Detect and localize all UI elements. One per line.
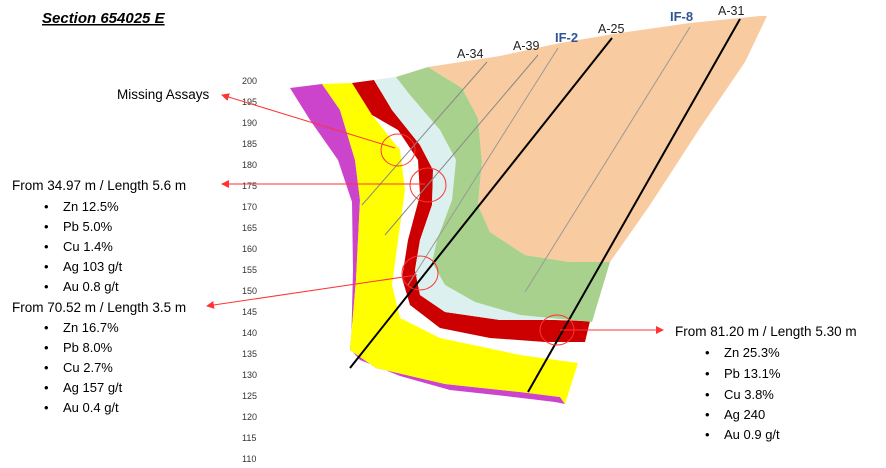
assay-callout-2: From 70.52 m / Length 3.5 m • Zn 16.7% •… — [12, 300, 186, 415]
assay-item: Pb 5.0% — [63, 219, 113, 234]
drillhole-label-if2: IF-2 — [555, 30, 578, 45]
drillhole-label-a25: A-25 — [598, 22, 624, 36]
bullet-dot: • — [44, 340, 49, 355]
leader-lines — [206, 93, 664, 334]
drillhole-label-a39: A-39 — [513, 39, 539, 53]
bullet-dot: • — [44, 259, 49, 274]
green-unit — [396, 67, 610, 322]
drill-trace-a34 — [361, 61, 488, 206]
elevation-label: 145 — [242, 307, 257, 317]
leader-callout-2 — [206, 274, 418, 309]
bullet-dot: • — [44, 360, 49, 375]
elevation-label: 120 — [242, 412, 257, 422]
bullet-dot: • — [705, 387, 710, 402]
elevation-label: 175 — [242, 181, 257, 191]
bullet-dot: • — [44, 320, 49, 335]
bullet-dot: • — [705, 345, 710, 360]
bullet-dot: • — [44, 400, 49, 415]
assay-item: Cu 2.7% — [63, 360, 113, 375]
bullet-dot: • — [44, 380, 49, 395]
assay-item: Zn 25.3% — [724, 345, 780, 360]
assay-item: Ag 157 g/t — [63, 380, 123, 395]
drill-trace-if2 — [407, 47, 559, 286]
callout-header: From 70.52 m / Length 3.5 m — [12, 300, 186, 315]
assay-item: Cu 1.4% — [63, 239, 113, 254]
elevation-label: 170 — [242, 202, 257, 212]
light-blue-unit — [374, 77, 590, 321]
elevation-label: 190 — [242, 118, 257, 128]
drillhole-label-a31: A-31 — [718, 4, 744, 18]
drillhole-label-a34: A-34 — [457, 47, 483, 61]
elevation-label: 135 — [242, 349, 257, 359]
elevation-axis: 200 195 190 185 180 175 170 165 160 155 … — [242, 76, 257, 464]
drill-trace-if8 — [524, 26, 691, 293]
elevation-label: 150 — [242, 286, 257, 296]
assay-item: Pb 13.1% — [724, 366, 781, 381]
elevation-label: 165 — [242, 223, 257, 233]
assay-item: Au 0.4 g/t — [63, 400, 119, 415]
bullet-dot: • — [705, 366, 710, 381]
elevation-label: 195 — [242, 97, 257, 107]
elevation-label: 130 — [242, 370, 257, 380]
elevation-label: 140 — [242, 328, 257, 338]
elevation-label: 200 — [242, 76, 257, 86]
elevation-label: 115 — [242, 433, 256, 443]
intercept-circle-2 — [401, 255, 439, 291]
elevation-label: 180 — [242, 160, 257, 170]
bullet-dot: • — [44, 199, 49, 214]
assay-callout-3: From 81.20 m / Length 5.30 m • Zn 25.3% … — [675, 324, 857, 442]
bullet-dot: • — [44, 219, 49, 234]
grey-drill-traces — [361, 26, 691, 293]
section-title: Section 654025 E — [42, 10, 166, 27]
assay-item: Ag 240 — [724, 407, 765, 422]
bullet-dot: • — [44, 239, 49, 254]
bullet-dot: • — [44, 279, 49, 294]
intercept-circle-1 — [409, 167, 447, 203]
drillhole-labels: A-34 A-39 IF-2 A-25 IF-8 A-31 — [457, 4, 744, 61]
assay-item: Cu 3.8% — [724, 387, 774, 402]
assay-item: Au 0.9 g/t — [724, 427, 780, 442]
elevation-label: 110 — [242, 454, 256, 464]
assay-item: Au 0.8 g/t — [63, 279, 119, 294]
elevation-label: 185 — [242, 139, 257, 149]
sulphide-ore-band — [352, 80, 590, 342]
assay-item: Ag 103 g/t — [63, 259, 123, 274]
bullet-dot: • — [705, 427, 710, 442]
geologic-units — [290, 16, 767, 404]
drill-trace-a39 — [384, 54, 539, 236]
assay-item: Pb 8.0% — [63, 340, 113, 355]
callout-header: From 34.97 m / Length 5.6 m — [12, 178, 186, 193]
elevation-label: 160 — [242, 244, 257, 254]
assay-callout-1: From 34.97 m / Length 5.6 m • Zn 12.5% •… — [12, 178, 186, 294]
bullet-dot: • — [705, 407, 710, 422]
elevation-label: 125 — [242, 391, 257, 401]
drill-trace-a25 — [349, 37, 613, 369]
leader-missing — [221, 93, 396, 149]
missing-assays-label: Missing Assays — [117, 87, 210, 102]
orange-unit — [428, 16, 767, 262]
assay-item: Zn 16.7% — [63, 320, 119, 335]
magenta-unit — [290, 84, 565, 404]
intercept-circle-missing — [380, 133, 416, 167]
elevation-label: 155 — [242, 265, 257, 275]
callout-header: From 81.20 m / Length 5.30 m — [675, 324, 857, 339]
assay-item: Zn 12.5% — [63, 199, 119, 214]
drillhole-label-if8: IF-8 — [670, 9, 693, 24]
